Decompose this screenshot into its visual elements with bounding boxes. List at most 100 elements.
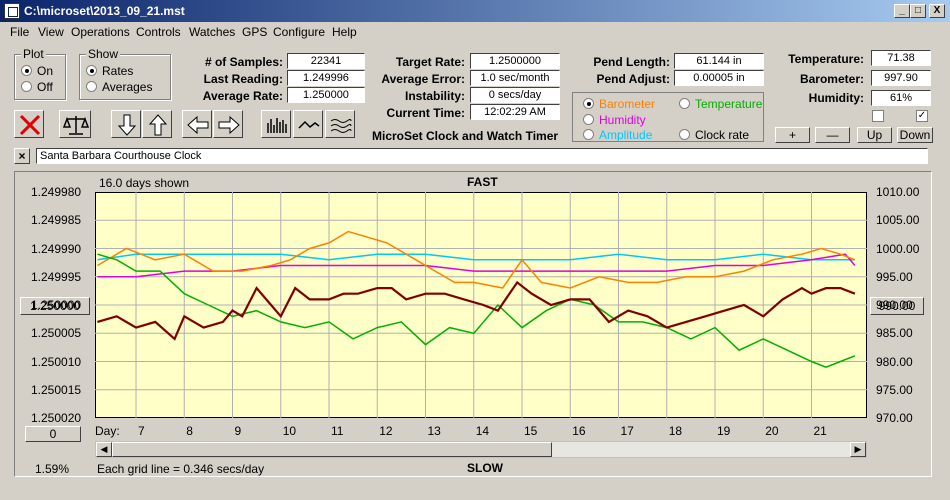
arrow-down-icon [117, 114, 137, 136]
right-axis-tick: 1010.00 [876, 185, 920, 199]
current-time-field: 12:02:29 AM [470, 104, 560, 120]
wave-lines-icon [330, 119, 352, 133]
menu-gps[interactable]: GPS [242, 25, 268, 39]
show-group-title: Show [86, 47, 121, 61]
line-view-button[interactable] [293, 110, 323, 138]
barometer-label: Barometer: [799, 72, 864, 86]
instability-field: 0 secs/day [470, 87, 560, 103]
arrow-down-button[interactable] [111, 110, 141, 138]
x-axis-tick: 12 [379, 424, 393, 438]
grid-note-label: Each grid line = 0.346 secs/day [97, 462, 265, 476]
menu-configure[interactable]: Configure [273, 25, 326, 39]
right-center-value-button[interactable]: 990.00 [870, 297, 924, 315]
samples-field: 22341 [287, 53, 365, 69]
left-checkbox[interactable] [872, 110, 884, 122]
temperature-label: Temperature: [788, 52, 864, 66]
balance-scale-icon [63, 116, 89, 135]
clear-button[interactable] [14, 110, 44, 138]
arrow-left-button[interactable] [182, 110, 212, 138]
show-group: Show Rates Averages [79, 47, 171, 100]
temperature-field: 71.38 [871, 50, 931, 66]
menu-file[interactable]: File [10, 25, 30, 39]
right-axis-tick: 970.00 [876, 411, 913, 425]
left-axis-tick: 1.250000 [31, 298, 82, 312]
series-line-barometer [97, 230, 856, 289]
wave-view-button[interactable] [325, 110, 355, 138]
last-reading-field: 1.249996 [287, 70, 365, 86]
arrow-left-icon [187, 115, 209, 135]
menu-operations[interactable]: Operations [71, 25, 130, 39]
left-axis-tick: 1.249995 [31, 269, 82, 284]
scroll-left-arrow[interactable]: ◀ [96, 442, 112, 457]
left-axis-tick: 1.250010 [31, 354, 82, 369]
right-axis-tick: 985.00 [876, 326, 913, 341]
x-axis-tick: 21 [813, 424, 827, 438]
app-caption: MicroSet Clock and Watch Timer [372, 129, 559, 143]
x-axis-tick: 14 [475, 424, 490, 438]
slow-label: SLOW [467, 461, 503, 475]
instability-label: Instability: [404, 89, 465, 103]
current-time-label: Current Time: [386, 106, 465, 120]
fast-label: FAST [467, 175, 498, 189]
scale-up-button[interactable]: Up [857, 127, 892, 143]
menu-controls[interactable]: Controls [136, 25, 181, 39]
left-axis-tick: 1.250020 [31, 411, 82, 425]
x-axis-tick: 13 [427, 424, 441, 438]
menu-watches[interactable]: Watches [189, 25, 236, 39]
maximize-button[interactable]: □ [910, 4, 926, 18]
balance-button[interactable] [59, 110, 91, 138]
right-axis-tick: 975.00 [876, 382, 913, 397]
right-axis-tick: 1005.00 [876, 213, 920, 228]
scale-minus-button[interactable]: — [815, 127, 850, 143]
scale-plus-button[interactable]: + [775, 127, 810, 143]
horizontal-scrollbar[interactable]: ◀ ▶ [95, 441, 867, 458]
bars-view-button[interactable] [261, 110, 291, 138]
arrow-up-button[interactable] [142, 110, 172, 138]
pend-length-field: 61.144 in [674, 53, 764, 69]
arrow-right-button[interactable] [213, 110, 243, 138]
chart-panel: 16.0 days shown FAST SLOW Each grid line… [14, 171, 932, 477]
menu-view[interactable]: View [38, 25, 64, 39]
app-icon [4, 3, 20, 19]
target-rate-label: Target Rate: [395, 55, 465, 69]
clock-name-field[interactable]: Santa Barbara Courthouse Clock [36, 148, 928, 164]
arrow-right-icon [218, 115, 240, 135]
series-select-box: Barometer Temperature Humidity Amplitude… [572, 92, 764, 142]
days-shown-label: 16.0 days shown [99, 176, 190, 190]
average-rate-field: 1.250000 [287, 87, 365, 103]
left-axis-tick: 1.250005 [31, 326, 82, 341]
plot-group: Plot On Off [14, 47, 66, 100]
menu-help[interactable]: Help [332, 25, 357, 39]
samples-label: # of Samples: [204, 55, 283, 69]
average-error-label: Average Error: [381, 72, 465, 86]
clock-close-button[interactable]: × [14, 148, 30, 164]
percent-label: 1.59% [35, 462, 70, 476]
scale-down-button[interactable]: Down [897, 127, 933, 143]
close-button[interactable]: X [929, 4, 945, 18]
x-axis-tick: 9 [234, 424, 242, 438]
red-x-icon [19, 114, 41, 136]
pend-length-label: Pend Length: [593, 55, 670, 69]
left-center-value-button[interactable]: 1.250000 [20, 297, 90, 315]
barometer-field: 997.90 [871, 70, 931, 86]
pend-adjust-label: Pend Adjust: [596, 72, 670, 86]
x-axis-tick: 15 [524, 424, 538, 438]
left-axis-tick: 1.249980 [31, 185, 82, 199]
plot-group-title: Plot [21, 47, 46, 61]
x-axis-tick: 20 [765, 424, 779, 438]
right-axis-tick: 1000.00 [876, 241, 920, 256]
right-axis-tick: 980.00 [876, 354, 913, 369]
x-axis-tick: 10 [282, 424, 297, 438]
scroll-thumb[interactable] [112, 442, 552, 457]
x-axis-tick: 8 [186, 424, 193, 438]
right-axis-tick: 990.00 [876, 298, 913, 312]
bottom-left-value-button[interactable]: 0 [25, 426, 81, 442]
target-rate-field: 1.2500000 [470, 53, 560, 69]
window-title: C:\microset\2013_09_21.mst [24, 4, 185, 18]
scroll-right-arrow[interactable]: ▶ [850, 442, 866, 457]
minimize-button[interactable]: _ [894, 4, 910, 18]
left-axis-tick: 1.249990 [31, 241, 82, 256]
right-checkbox[interactable]: ✓ [916, 110, 928, 122]
humidity-label: Humidity: [808, 91, 864, 105]
x-axis-tick: 11 [331, 424, 344, 438]
